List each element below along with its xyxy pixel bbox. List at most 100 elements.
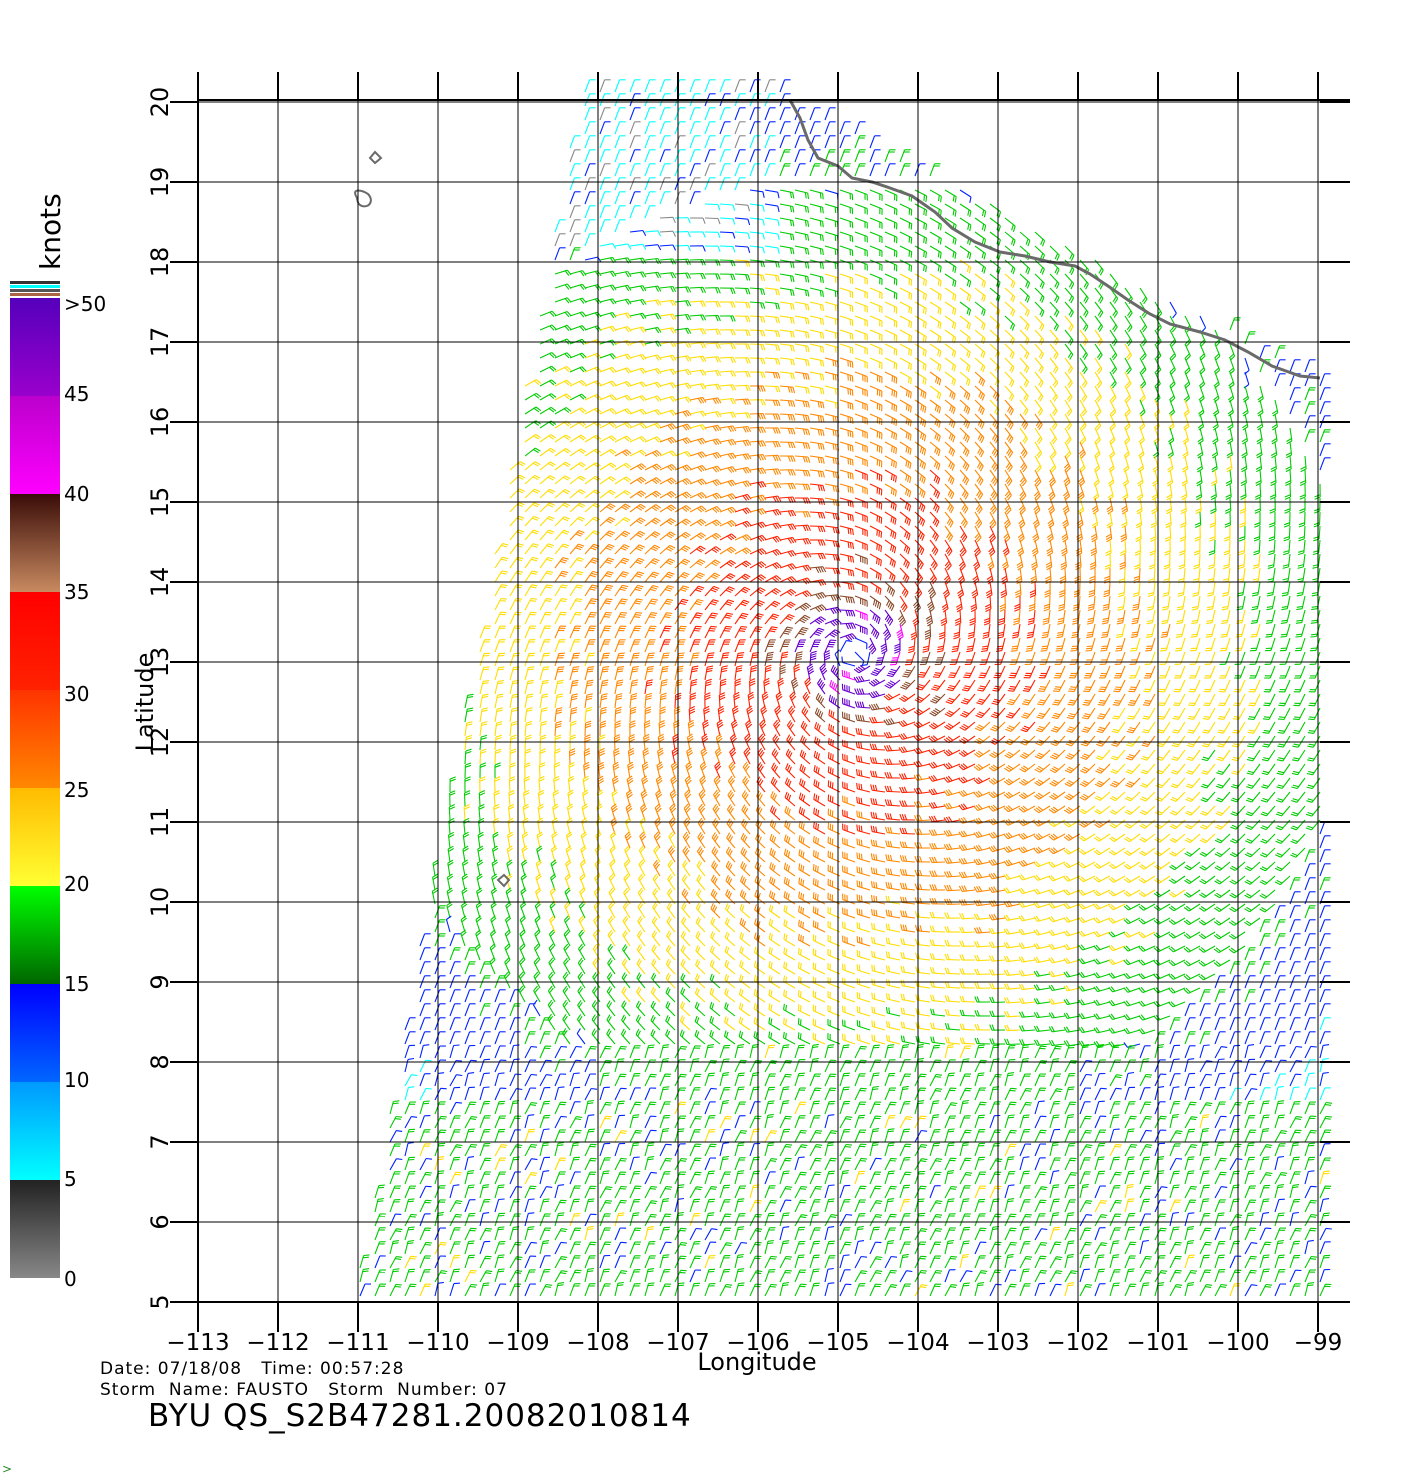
wind-barb — [764, 217, 778, 221]
wind-barb-flag — [747, 205, 751, 212]
wind-barb — [599, 135, 606, 149]
wind-barb-flag — [919, 474, 923, 481]
wind-barb-flag — [577, 557, 584, 560]
wind-barb-flag — [730, 370, 734, 377]
wind-barb-flag — [937, 307, 940, 314]
wind-barb-flag — [1099, 298, 1104, 304]
wind-barb-flag — [934, 491, 939, 498]
wind-barb-flag — [775, 303, 778, 310]
wind-barb-flag — [787, 442, 791, 449]
wind-barb-flag — [760, 371, 764, 378]
wind-barb-flag — [593, 530, 600, 534]
wind-barb-flag — [1089, 578, 1096, 582]
wind-barb-flag — [992, 391, 997, 398]
wind-barb-flag — [938, 407, 942, 414]
wind-barb-flag — [762, 385, 766, 392]
wind-barb-flag — [819, 318, 822, 325]
wind-barb-flag — [1282, 591, 1289, 595]
wind-barb-flag — [1299, 480, 1306, 484]
wind-barb-flag — [937, 335, 940, 342]
wind-barb-flag — [564, 353, 570, 359]
wind-barb-flag — [562, 517, 569, 522]
wind-barb-flag — [1236, 608, 1243, 611]
wind-barb-flag — [745, 316, 749, 323]
wind-barb — [614, 205, 621, 219]
wind-barb-flag — [710, 589, 717, 593]
wind-barb — [764, 79, 771, 93]
wind-barb-flag — [1253, 550, 1260, 554]
wind-barb-flag — [1028, 608, 1035, 612]
wind-barb-flag — [1281, 608, 1288, 611]
wind-barb-flag — [777, 344, 781, 351]
wind-barb-flag — [834, 318, 837, 325]
wind-barb-flag — [968, 267, 972, 274]
wind-barb-flag — [804, 220, 807, 227]
wind-barb-flag — [807, 373, 810, 380]
wind-barb-flag — [1163, 564, 1170, 568]
wind-barb-flag — [904, 502, 908, 509]
wind-barb-flag — [792, 234, 795, 241]
wind-barb-flag — [802, 373, 806, 380]
wind-barb-flag — [548, 515, 555, 520]
wind-barb-flag — [1268, 536, 1275, 540]
wind-barb-flag — [891, 389, 894, 396]
wind-barb-flag — [777, 219, 780, 227]
wind-barb-flag — [920, 490, 924, 497]
wind-barb-flag — [849, 542, 852, 549]
wind-barb-flag — [980, 322, 984, 329]
wind-barb-flag — [954, 252, 957, 259]
wind-barb-flag — [948, 461, 952, 468]
wind-barb-flag — [1044, 594, 1051, 598]
wind-barb-flag — [936, 492, 941, 499]
wind-barb-flag — [1215, 341, 1221, 347]
wind-barb-flag — [762, 344, 766, 351]
wind-barb-flag — [876, 543, 878, 550]
wind-barb-flag — [1059, 592, 1066, 596]
wind-barb-flag — [834, 513, 838, 520]
wind-barb-flag — [1009, 323, 1014, 330]
wind-barb-flag — [672, 230, 676, 237]
wind-barb-flag — [979, 393, 984, 400]
wind-barb-flag — [1141, 355, 1147, 361]
wind-barb-flag — [502, 556, 509, 560]
wind-barb-flag — [950, 406, 954, 413]
wind-barb-flag — [952, 265, 955, 272]
wind-barb-flag — [1112, 324, 1117, 331]
wind-barb-flag — [591, 559, 598, 563]
wind-barb-flag — [1069, 339, 1074, 346]
wind-barb-flag — [1009, 351, 1014, 358]
wind-barb-flag — [834, 248, 837, 255]
wind-barb-flag — [805, 442, 808, 449]
wind-barb-flag — [670, 272, 674, 279]
wind-barb — [749, 245, 763, 249]
wind-barb-flag — [939, 252, 942, 259]
wind-barb — [1259, 345, 1266, 359]
wind-barb-flag — [517, 543, 524, 546]
wind-barb-flag — [745, 371, 749, 378]
wind-barb-flag — [834, 458, 837, 465]
wind-barb-flag — [1082, 352, 1087, 359]
wind-barb — [614, 243, 628, 247]
wind-barb-flag — [531, 517, 539, 521]
wind-barb-flag — [717, 342, 722, 349]
wind-barb-flag — [822, 332, 825, 339]
legend-label-2: 40 — [64, 482, 89, 506]
wind-barb-flag — [888, 587, 892, 594]
wind-barb-flag — [804, 303, 808, 310]
wind-barb-flag — [1210, 508, 1217, 512]
wind-barb — [809, 121, 816, 135]
wind-barb-flag — [1282, 577, 1289, 581]
wind-barb-flag — [760, 385, 764, 392]
wind-barb — [629, 229, 643, 233]
wind-barb — [584, 121, 591, 135]
wind-barb-flag — [1026, 282, 1031, 289]
legend-label-9: 5 — [64, 1167, 77, 1191]
wind-barb-flag — [908, 334, 910, 341]
wind-barb-flag — [1296, 594, 1303, 597]
wind-barb-flag — [807, 484, 811, 491]
wind-barb-flag — [654, 355, 660, 361]
wind-barb-flag — [921, 448, 925, 455]
wind-barb-flag — [1041, 240, 1046, 247]
wind-barb-flag — [1085, 283, 1089, 290]
wind-barb — [674, 149, 681, 163]
